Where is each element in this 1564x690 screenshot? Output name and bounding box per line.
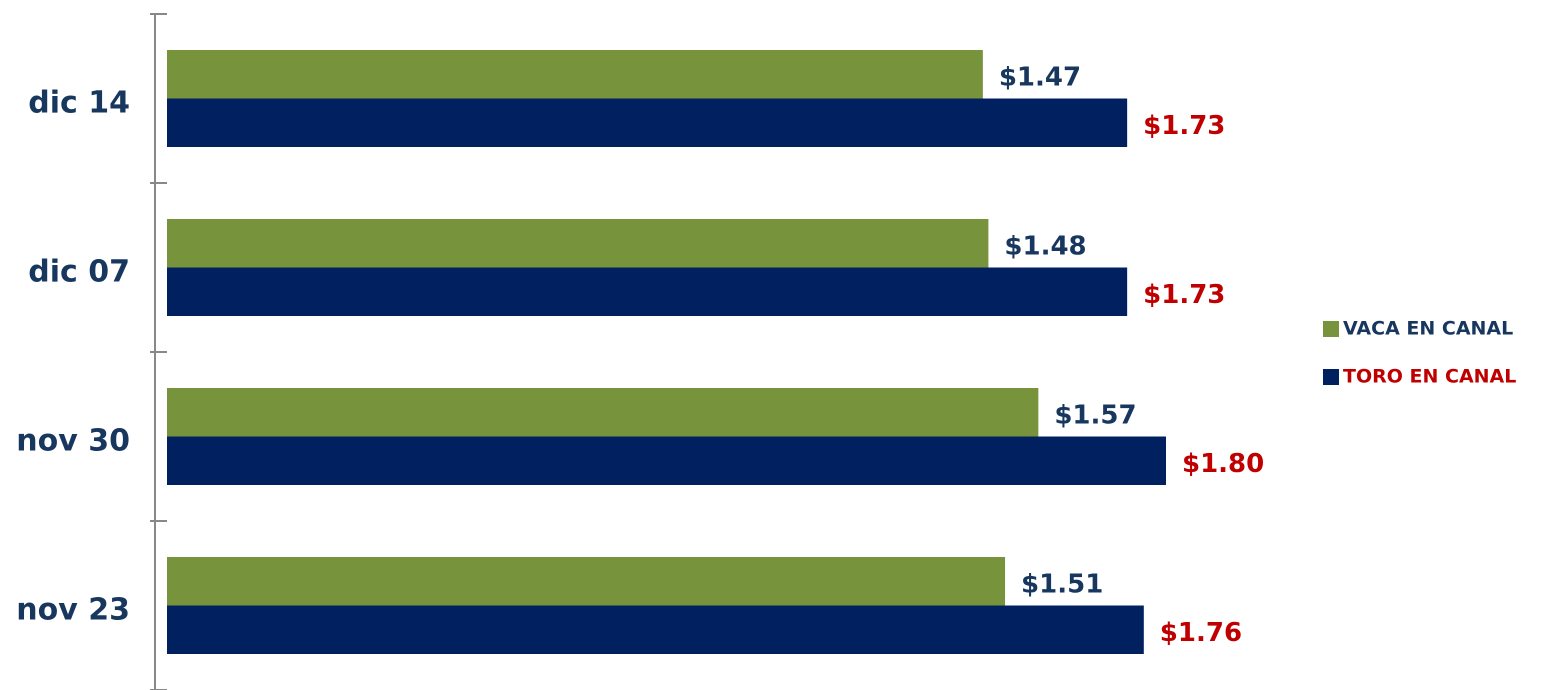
legend-label: TORO EN CANAL [1343,366,1516,388]
bar [167,557,1006,606]
bar [167,267,1128,316]
legend-swatch [1323,321,1339,337]
category-label: dic 14 [28,86,130,121]
bar [167,605,1144,654]
value-label: $1.73 [1143,280,1225,310]
bar [167,436,1166,485]
value-label: $1.80 [1182,449,1264,479]
value-label: $1.73 [1143,111,1225,141]
category-label: nov 30 [16,424,130,459]
legend-label: VACA EN CANAL [1343,318,1513,340]
bar [167,219,989,268]
category-label: nov 23 [16,593,130,628]
bar [167,98,1128,147]
value-label: $1.76 [1160,618,1242,648]
value-label: $1.48 [1004,232,1086,262]
value-label: $1.57 [1054,401,1136,431]
bar [167,388,1039,437]
value-label: $1.47 [999,63,1081,93]
bar [167,50,983,99]
category-label: dic 07 [28,255,130,290]
legend-swatch [1323,369,1339,385]
value-label: $1.51 [1021,570,1103,600]
